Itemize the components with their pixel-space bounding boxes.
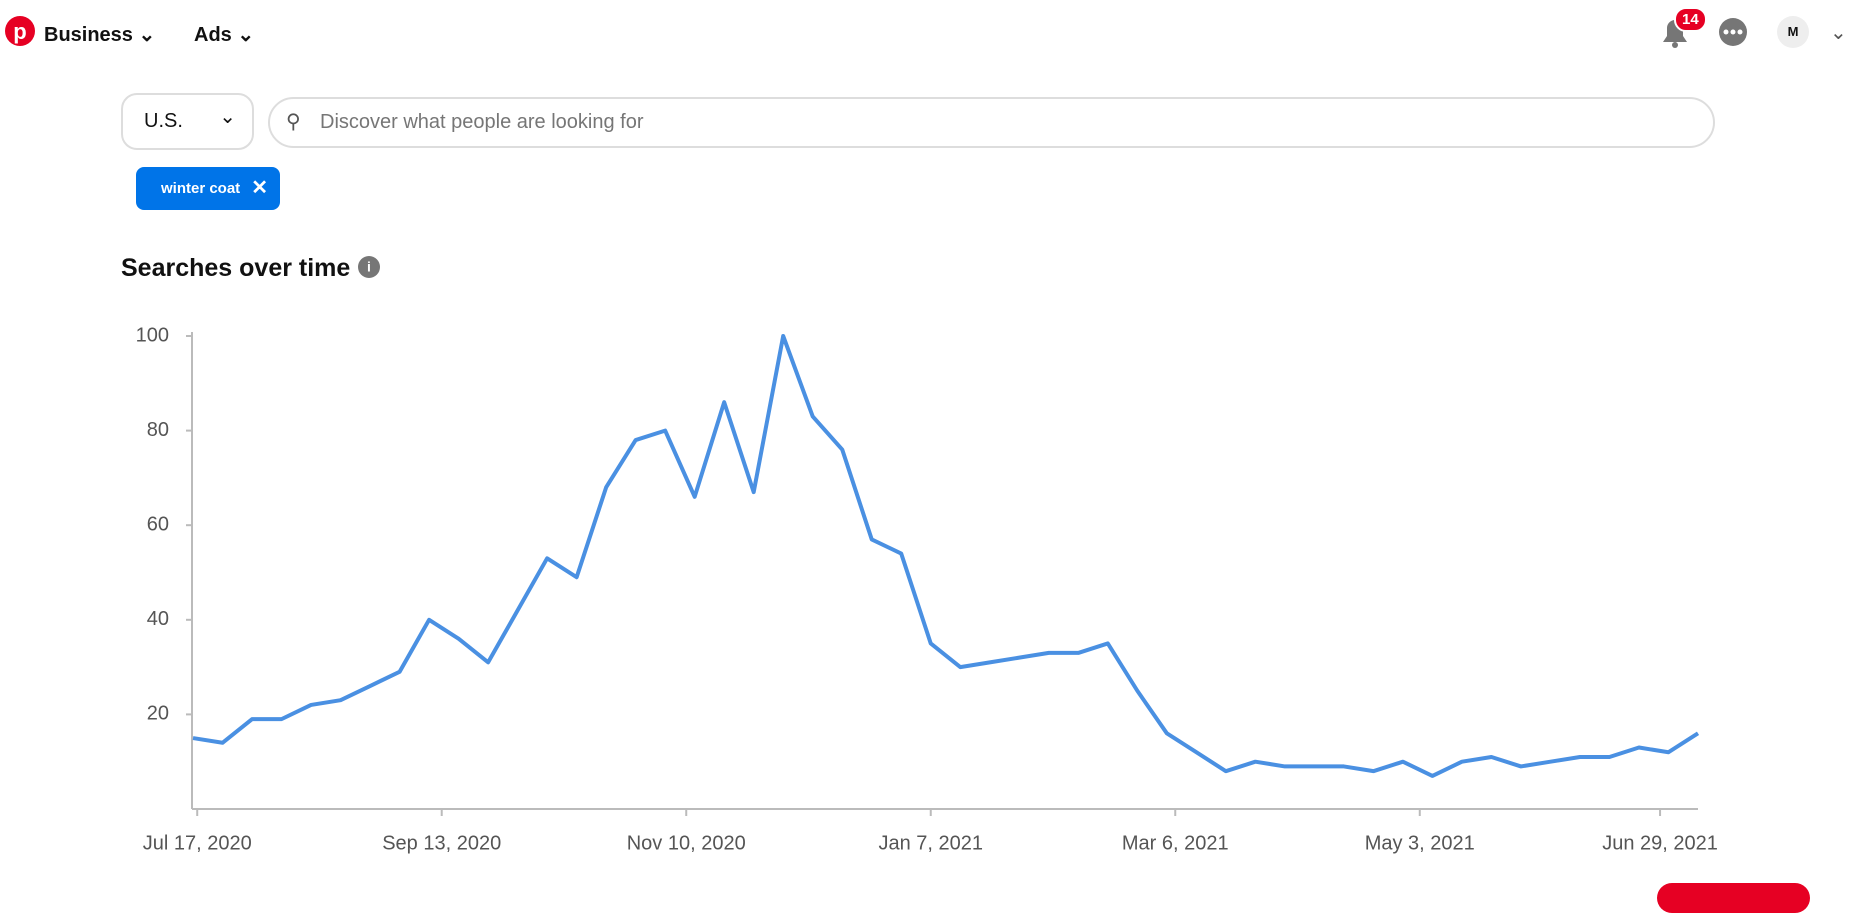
y-tick-label: 100 (136, 324, 169, 346)
placeholder: Discover what people are looking for (320, 111, 644, 133)
label: winter coat (161, 180, 241, 197)
label: Business (44, 24, 133, 46)
y-tick-label: 80 (147, 419, 169, 441)
chip[interactable]: winter coat ✕ (136, 167, 280, 210)
search-input[interactable]: ⚲ Discover what people are looking for (268, 97, 1715, 148)
x-tick-label: Mar 6, 2021 (1122, 832, 1229, 854)
x-tick-label: Sep 13, 2020 (382, 832, 501, 854)
x-tick-label: Jul 17, 2020 (143, 832, 252, 854)
label: Ads (194, 24, 232, 46)
messages[interactable] (1717, 16, 1749, 48)
y-tick-label: 60 (147, 513, 169, 535)
x-tick-label: Nov 10, 2020 (627, 832, 746, 854)
x-tick-label: Jun 29, 2021 (1602, 832, 1718, 854)
y-tick-label: 20 (147, 703, 169, 725)
chart: 20 40 60 80 100 Jul 17, 2020 Sep 13, 2020 Nov 1… (136, 324, 1718, 854)
page: p Business ⌄ Ads ⌄ 14 M ⌄ U.S. ⌄ ⚲ Discove… (4, 7, 1847, 913)
x-tick-label: Jan 7, 2021 (878, 832, 983, 854)
chart-title: Searches over time (121, 254, 351, 282)
x-tick-label: May 3, 2021 (1365, 832, 1475, 854)
avatar[interactable]: M (1777, 16, 1809, 48)
logo[interactable]: p (4, 15, 36, 47)
search-icon: ⚲ (286, 111, 301, 133)
country-select[interactable]: U.S. ⌄ (121, 93, 254, 150)
business-menu[interactable]: Business ⌄ (44, 24, 156, 46)
ads-menu[interactable]: Ads ⌄ (194, 24, 255, 46)
svg-text:p: p (13, 19, 26, 44)
y-tick-label: 40 (147, 608, 169, 630)
info-icon[interactable]: i (357, 255, 381, 279)
account-chevron[interactable]: ⌄ (1830, 22, 1847, 44)
badge: 14 (1674, 7, 1707, 32)
label: U.S. (144, 110, 183, 132)
series-line (192, 334, 1700, 778)
svg-text:i: i (367, 259, 371, 275)
